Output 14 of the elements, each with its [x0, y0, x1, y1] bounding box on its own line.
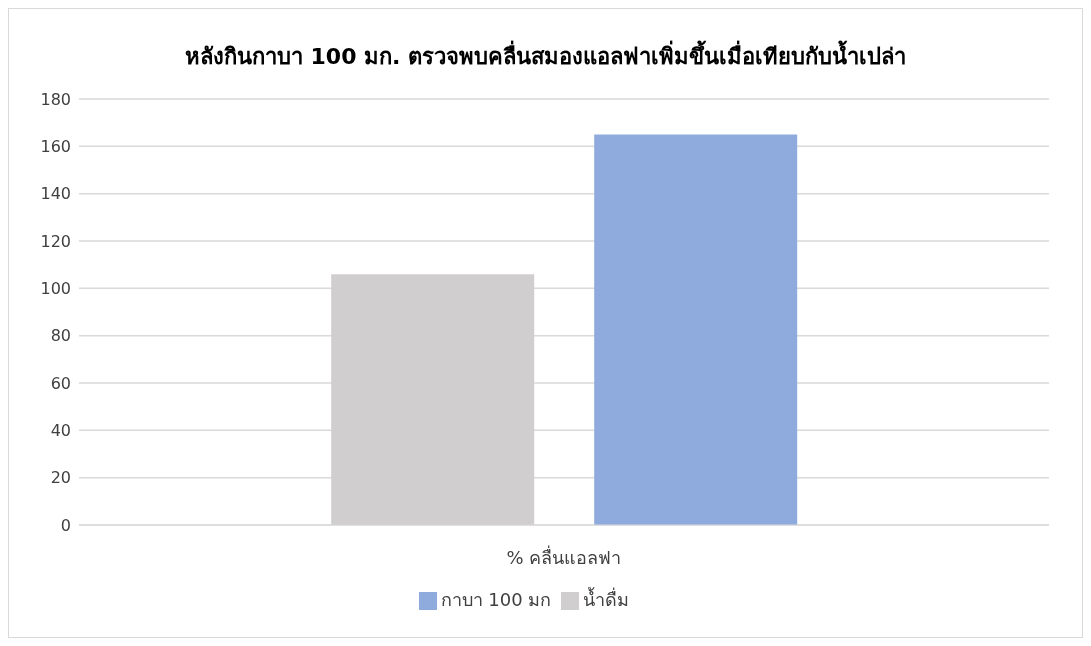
y-tick-label: 40	[50, 421, 71, 441]
y-tick-label: 60	[50, 373, 71, 393]
legend-label: น้ำดื่ม	[583, 589, 630, 610]
y-tick-label: 180	[40, 89, 71, 109]
y-tick-label: 20	[50, 468, 71, 488]
y-tick-label: 0	[60, 515, 71, 535]
legend-label: กาบา 100 มก	[440, 589, 552, 610]
x-tick-label: % คลื่นแอลฟา	[506, 544, 622, 568]
y-tick-label: 100	[40, 279, 71, 299]
y-tick-label: 80	[50, 326, 71, 346]
y-tick-label: 120	[40, 231, 71, 251]
y-tick-label: 140	[40, 184, 71, 204]
chart-title: หลังกินกาบา 100 มก. ตรวจพบคลื่นสมองแอลฟาเพิ่มขึ้นเมื่อเทียบกับน้ำเปล่า	[183, 39, 908, 71]
y-tick-label: 160	[40, 137, 71, 157]
